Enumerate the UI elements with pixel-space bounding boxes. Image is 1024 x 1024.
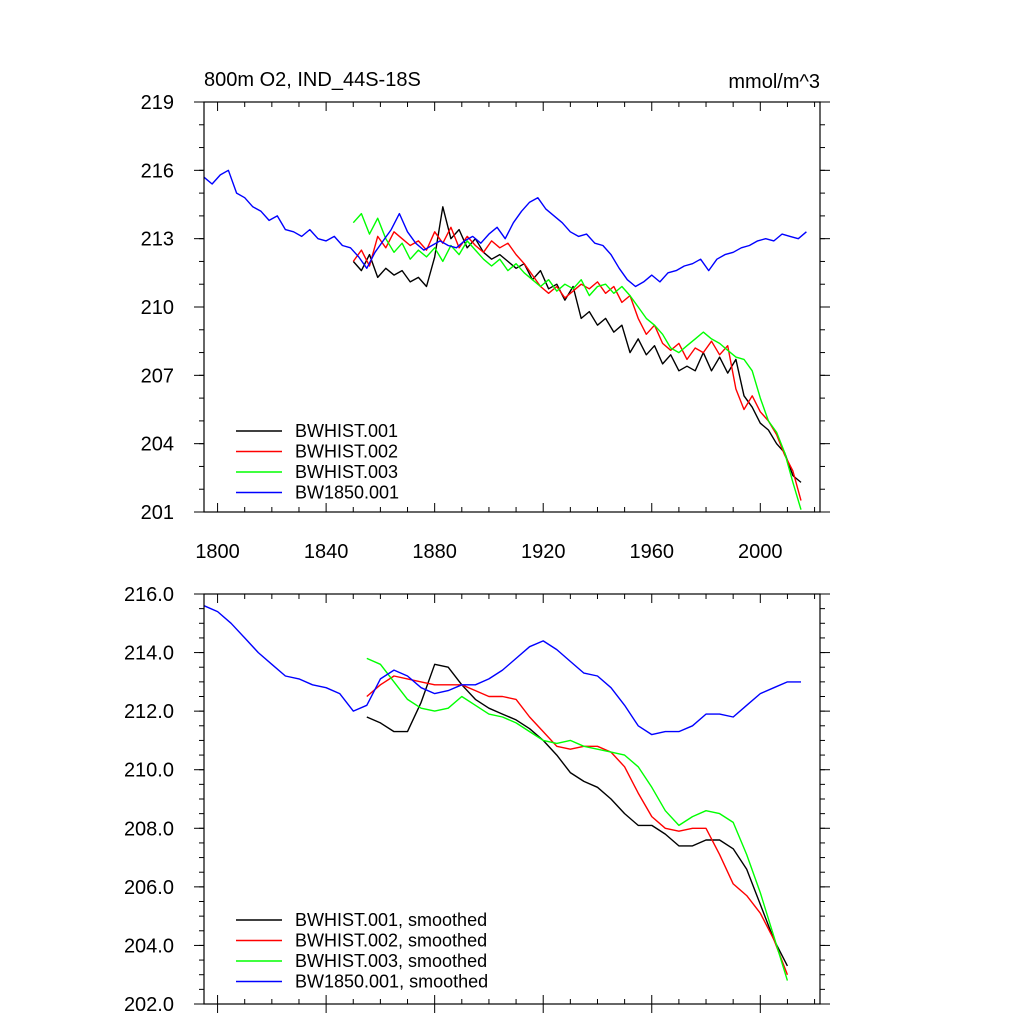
x-tick-label: 2000 bbox=[738, 541, 783, 563]
series-line-bwhist-002 bbox=[366, 675, 789, 975]
legend-label: BWHIST.003, smoothed bbox=[295, 951, 487, 971]
x-tick-label: 1880 bbox=[412, 541, 457, 563]
axis-ticks: 202.0 204.0 206.0 208.0 210.0 212.0 214.0 216.0 bbox=[124, 584, 830, 1016]
legend-label: BWHIST.002, smoothed bbox=[295, 931, 487, 951]
x-tick-label: 1800 bbox=[195, 541, 240, 563]
y-tick-label: 216 bbox=[141, 160, 174, 182]
series-lines bbox=[203, 169, 807, 510]
y-tick-label: 210 bbox=[141, 297, 174, 319]
raw-series-panel: 800m O2, IND_44S-18S mmol/m^3 1800 1840 18… bbox=[141, 69, 830, 563]
y-tick-label: 207 bbox=[141, 365, 174, 387]
y-tick-label: 216.0 bbox=[124, 584, 174, 606]
x-tick-label: 1840 bbox=[304, 541, 349, 563]
series-lines bbox=[203, 605, 801, 981]
legend-label: BWHIST.001 bbox=[295, 421, 398, 441]
y-tick-label: 219 bbox=[141, 92, 174, 114]
series-line-bwhist-001 bbox=[352, 206, 802, 483]
series-line-bw1850-001 bbox=[203, 169, 807, 288]
legend-label: BW1850.001 bbox=[295, 483, 399, 503]
y-tick-label: 214.0 bbox=[124, 643, 174, 665]
y-tick-label: 213 bbox=[141, 229, 174, 251]
y-tick-label: 201 bbox=[141, 502, 174, 524]
y-tick-label: 204.0 bbox=[124, 935, 174, 957]
legend-label: BWHIST.003 bbox=[295, 462, 398, 482]
series-line-bw1850-001 bbox=[203, 605, 801, 736]
y-tick-label: 212.0 bbox=[124, 701, 174, 723]
legend-label: BWHIST.001, smoothed bbox=[295, 910, 487, 930]
y-tick-label: 206.0 bbox=[124, 877, 174, 899]
plot-frame bbox=[203, 593, 821, 1005]
smoothed-series-panel: 202.0 204.0 206.0 208.0 210.0 212.0 214.0 216.0… bbox=[124, 584, 830, 1016]
x-tick-label: 1960 bbox=[630, 541, 675, 563]
chart-title: 800m O2, IND_44S-18S bbox=[204, 69, 421, 91]
y-tick-label: 208.0 bbox=[124, 818, 174, 840]
series-line-bwhist-003 bbox=[352, 212, 802, 510]
axis-ticks: 1800 1840 1880 1920 1960 2000 201 204 207 210 213 2… bbox=[141, 92, 830, 563]
series-line-bwhist-003 bbox=[366, 657, 789, 981]
legend-label: BW1850.001, smoothed bbox=[295, 972, 488, 992]
y-tick-label: 202.0 bbox=[124, 994, 174, 1016]
series-line-bwhist-001 bbox=[366, 663, 789, 967]
y-tick-label: 210.0 bbox=[124, 760, 174, 782]
y-tick-label: 204 bbox=[141, 434, 174, 456]
x-tick-label: 1920 bbox=[521, 541, 566, 563]
plot-frame bbox=[203, 101, 821, 513]
units-label: mmol/m^3 bbox=[728, 71, 820, 93]
legend-label: BWHIST.002 bbox=[295, 442, 398, 462]
